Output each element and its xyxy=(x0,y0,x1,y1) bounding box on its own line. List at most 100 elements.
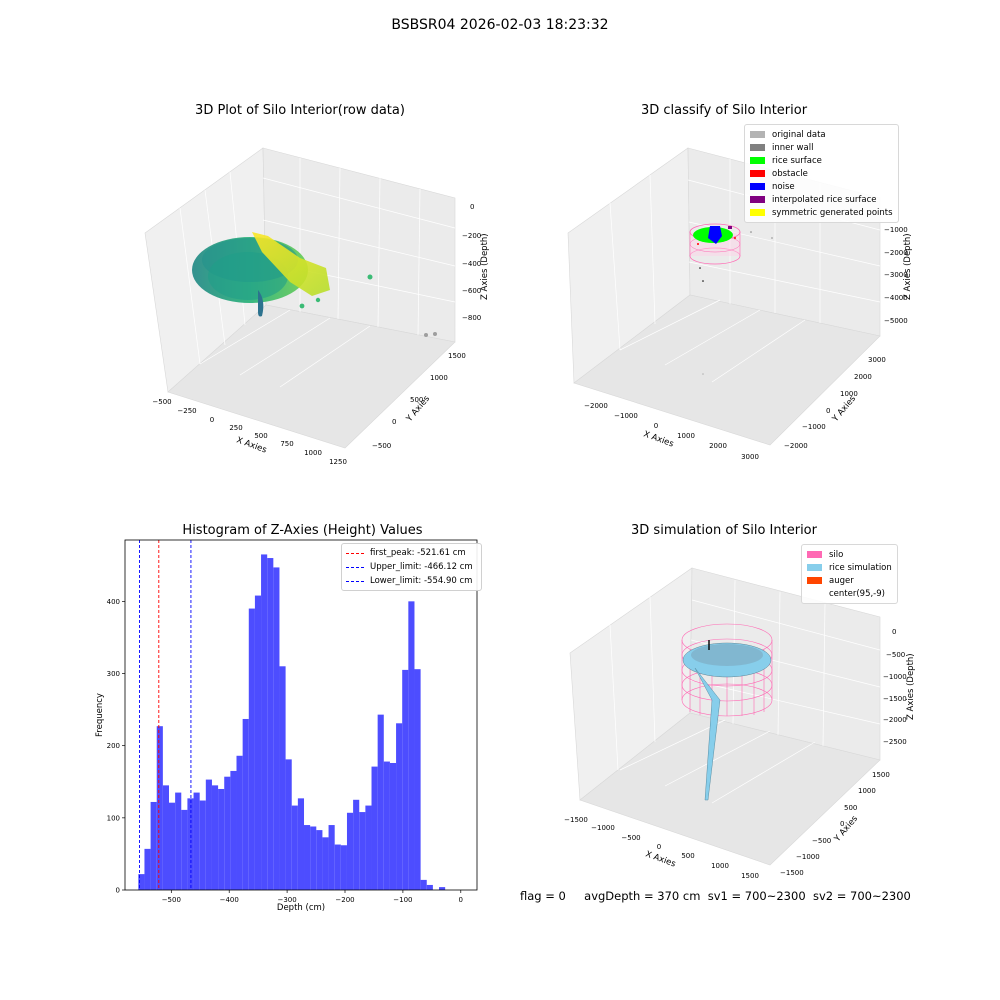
legend-item-obstacle: obstacle xyxy=(750,167,893,180)
histogram-xtick-label: −300 xyxy=(277,896,296,904)
sim-xtick: 500 xyxy=(681,852,694,860)
histogram-ytick-label: 200 xyxy=(107,742,120,750)
classify-ztick: −4000 xyxy=(884,294,908,302)
histogram-bar xyxy=(377,714,384,890)
histogram-ytick-label: 100 xyxy=(107,814,120,822)
raw-ztick: −800 xyxy=(462,314,481,322)
panel-title-simulation: 3D simulation of Silo Interior xyxy=(631,523,817,538)
classify-xtick: 0 xyxy=(654,422,658,430)
legend-item-lower-limit: Lower_limit: -554.90 cm xyxy=(346,574,477,588)
status-avg-depth: avgDepth = 370 cm xyxy=(584,889,701,903)
simulation-3d-plot: −1500 −1000 −500 0 500 1000 1500 X Axies… xyxy=(564,567,916,880)
raw-xtick: 500 xyxy=(254,432,267,440)
legend-swatch xyxy=(750,209,765,216)
classify-ytick: 0 xyxy=(826,407,830,415)
raw-ztick: −200 xyxy=(462,232,481,240)
histogram-bar xyxy=(359,812,366,890)
sim-xtick: 1500 xyxy=(741,872,759,880)
legend-label: rice surface xyxy=(772,155,822,166)
legend-item-original-data: original data xyxy=(750,128,893,141)
classify-zlabel: Z Axies (Depth) xyxy=(903,233,913,300)
histogram-bar xyxy=(169,802,176,890)
histogram-xtick-label: −100 xyxy=(393,896,412,904)
status-sv2: sv2 = 700~2300 xyxy=(812,889,911,903)
sim-ztick: −2000 xyxy=(883,716,907,724)
histogram-yticks: 0 100 200 300 400 xyxy=(107,598,125,895)
legend-label: inner wall xyxy=(772,142,814,153)
legend-swatch xyxy=(750,144,765,151)
histogram-bar xyxy=(291,805,298,890)
sim-ytick: 1000 xyxy=(858,787,876,795)
raw-xtick: 1000 xyxy=(304,449,322,457)
legend-swatch xyxy=(807,551,822,558)
raw-ztick: 0 xyxy=(470,203,474,211)
histogram-bar xyxy=(279,666,286,890)
sim-xtick: −500 xyxy=(621,834,640,842)
sim-ytick: 1500 xyxy=(872,771,890,779)
legend-label: obstacle xyxy=(772,168,808,179)
raw-xtick: 750 xyxy=(280,440,293,448)
classify-stray-point xyxy=(702,373,704,375)
classify-xtick: 2000 xyxy=(709,442,727,450)
histogram-bar xyxy=(236,755,243,890)
histogram-ylabel: Frequency xyxy=(95,693,105,737)
sim-zlabel: Z Axies (Depth) xyxy=(906,653,916,720)
sim-ztick: −2500 xyxy=(883,738,907,746)
histogram-xlabel: Depth (cm) xyxy=(277,903,325,913)
sim-ytick: 500 xyxy=(844,804,857,812)
histogram-bar xyxy=(156,726,163,890)
legend-swatch xyxy=(750,196,765,203)
legend-label: silo xyxy=(829,549,844,560)
raw-ytick: 1500 xyxy=(448,352,466,360)
classify-stray-point xyxy=(702,280,704,282)
legend-swatch xyxy=(750,170,765,177)
raw-outlier-point xyxy=(424,333,428,337)
classify-ytick: 2000 xyxy=(854,373,872,381)
histogram-bar xyxy=(353,799,360,890)
figure-title: BSBSR04 2026-02-03 18:23:32 xyxy=(391,17,609,33)
raw-cloud-core xyxy=(208,252,288,300)
histogram-bar xyxy=(365,805,372,890)
sim-pane-floor xyxy=(579,712,881,866)
classify-ztick: −5000 xyxy=(884,317,908,325)
raw-ytick: 500 xyxy=(410,396,423,404)
raw-outlier-point xyxy=(367,274,373,280)
raw-xtick: −500 xyxy=(152,398,171,406)
histogram-bar xyxy=(408,601,415,890)
raw-outlier-point xyxy=(299,303,305,309)
histogram-bar xyxy=(414,669,421,890)
raw-ztick: −600 xyxy=(462,287,481,295)
sim-ztick: −1000 xyxy=(883,673,907,681)
classify-ylabel: Y Axies xyxy=(830,394,858,425)
histogram-bar xyxy=(285,759,292,890)
histogram-bar xyxy=(205,779,212,890)
histogram-bar xyxy=(248,608,255,890)
histogram-xtick-label: −400 xyxy=(220,896,239,904)
histogram-bar xyxy=(230,770,237,890)
legend-item-symmetric-generated-points: symmetric generated points xyxy=(750,206,893,219)
classify-stray-point xyxy=(699,267,701,269)
raw-cloud-stem xyxy=(258,290,264,317)
histogram-bar xyxy=(187,798,194,890)
histogram-xticks: −500 −400 −300 −200 −100 0 xyxy=(162,890,463,904)
histogram-vlines xyxy=(139,540,192,890)
histogram-bar xyxy=(334,844,341,890)
classify-xlabel: X Axies xyxy=(642,429,675,449)
classify-ztick: −1000 xyxy=(884,226,908,234)
raw-outlier-point xyxy=(315,297,321,303)
sim-xtick: 0 xyxy=(657,843,661,851)
raw-cloud-fan xyxy=(252,232,330,296)
histogram-bar xyxy=(218,788,225,890)
sim-ytick: −500 xyxy=(812,837,831,845)
classify-ytick: 1000 xyxy=(840,390,858,398)
legend-swatch xyxy=(750,157,765,164)
raw-xtick: 1250 xyxy=(329,458,347,466)
histogram-bar xyxy=(175,792,182,890)
histogram-bar xyxy=(254,595,262,890)
legend-item-rice-surface: rice surface xyxy=(750,154,893,167)
classify-ytick: 3000 xyxy=(868,356,886,364)
histogram-bar xyxy=(267,558,274,890)
classify-obstacle-points xyxy=(728,226,732,229)
simulation-legend: silo rice simulation auger center(95,-9) xyxy=(801,544,898,604)
histogram-bar xyxy=(211,785,219,890)
